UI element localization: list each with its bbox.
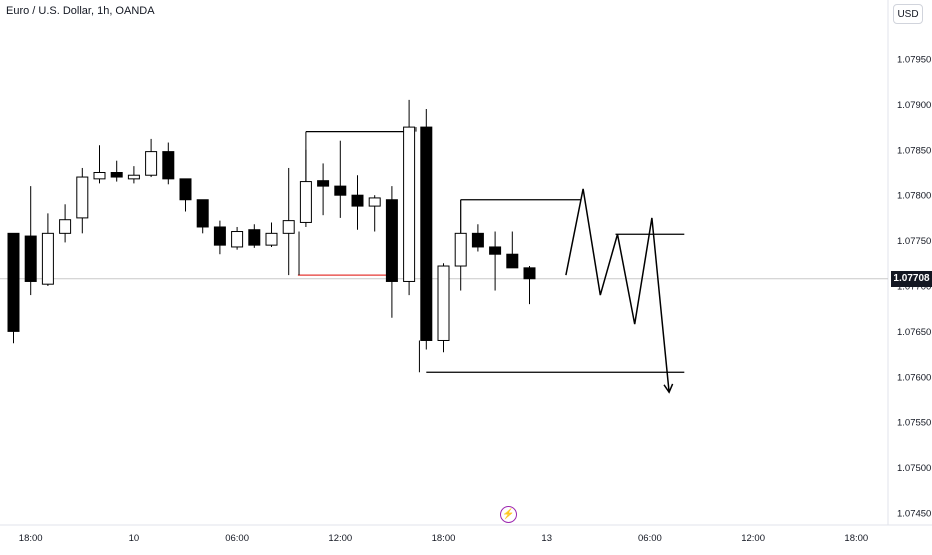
x-tick-label: 10 [129,533,140,544]
bullish-candle-body [145,151,158,176]
y-tick-label: 1.07850 [897,145,931,156]
candle [420,108,433,350]
bullish-candle-body [41,232,54,285]
candle [523,266,536,305]
y-tick-label: 1.07650 [897,327,931,338]
bullish-candle-body [368,197,381,207]
candle [24,186,37,296]
y-tick-label: 1.07900 [897,100,931,111]
lightning-bolt-icon[interactable]: ⚡ [500,506,517,523]
x-tick-label: 13 [541,533,552,544]
bullish-candle-body [282,220,295,234]
bullish-candle-body [299,181,312,223]
candle [59,204,72,243]
candle [385,186,398,318]
y-tick-label: 1.07700 [897,282,931,293]
bearish-candle-body [471,232,484,248]
candle [351,175,364,230]
candle [145,138,158,178]
y-tick-label: 1.07550 [897,418,931,429]
bearish-candle-body [7,232,20,332]
bearish-candle-body [213,226,226,246]
candle [41,213,54,286]
candle [213,220,226,255]
bearish-candle-body [506,253,519,269]
candle [506,231,519,269]
x-tick-label: 12:00 [328,533,352,544]
candle [282,167,295,276]
bullish-candle-body [76,176,89,219]
candle [76,167,89,234]
candle [317,163,330,216]
x-tick-label: 18:00 [432,533,456,544]
bullish-candle-body [231,231,244,248]
candle [334,140,347,218]
bullish-candle-body [437,265,450,341]
projection-arrowhead [663,383,674,394]
candle [368,195,381,232]
candle [437,263,450,353]
x-tick-label: 06:00 [638,533,662,544]
x-tick-label: 18:00 [19,533,43,544]
candle [110,160,123,182]
bearish-candle-body [110,172,123,178]
y-tick-label: 1.07450 [897,509,931,520]
bearish-candle-body [248,229,261,246]
candle [231,226,244,250]
candle [454,199,467,291]
bearish-candle-body [489,246,502,255]
y-tick-label: 1.07950 [897,55,931,66]
bearish-candle-body [317,180,330,187]
projection-path [565,188,670,393]
bearish-candle-body [179,178,192,201]
bearish-candle-body [196,199,209,228]
bullish-candle-body [403,126,416,282]
bearish-candle-body [385,199,398,282]
bearish-candle-body [24,235,37,282]
bullish-candle-body [93,172,106,180]
bearish-candle-body [523,267,536,280]
candle [179,178,192,212]
candle [265,222,278,247]
x-tick-label: 18:00 [844,533,868,544]
currency-button[interactable]: USD [893,4,923,24]
candle [162,142,175,185]
candle [248,224,261,248]
y-tick-label: 1.07800 [897,191,931,202]
last-price-tag: 1.07708 [891,271,932,287]
symbol-title: Euro / U.S. Dollar, 1h, OANDA [6,5,155,17]
x-tick-label: 12:00 [741,533,765,544]
y-tick-label: 1.07600 [897,372,931,383]
candle [471,224,484,252]
candle [196,199,209,234]
bearish-candle-body [334,185,347,196]
bearish-candle-body [351,194,364,207]
candle [403,99,416,296]
bullish-candle-body [265,232,278,246]
bearish-candle-body [162,151,175,180]
bearish-candle-body [420,126,433,341]
candle [127,166,140,184]
x-tick-label: 06:00 [225,533,249,544]
y-tick-label: 1.07750 [897,236,931,247]
bullish-candle-body [454,232,467,267]
candle [7,232,20,344]
candle [489,231,502,291]
bullish-candle-body [59,219,72,234]
candle [299,149,312,227]
y-tick-label: 1.07500 [897,463,931,474]
candle [93,145,106,184]
bullish-candle-body [127,174,140,180]
